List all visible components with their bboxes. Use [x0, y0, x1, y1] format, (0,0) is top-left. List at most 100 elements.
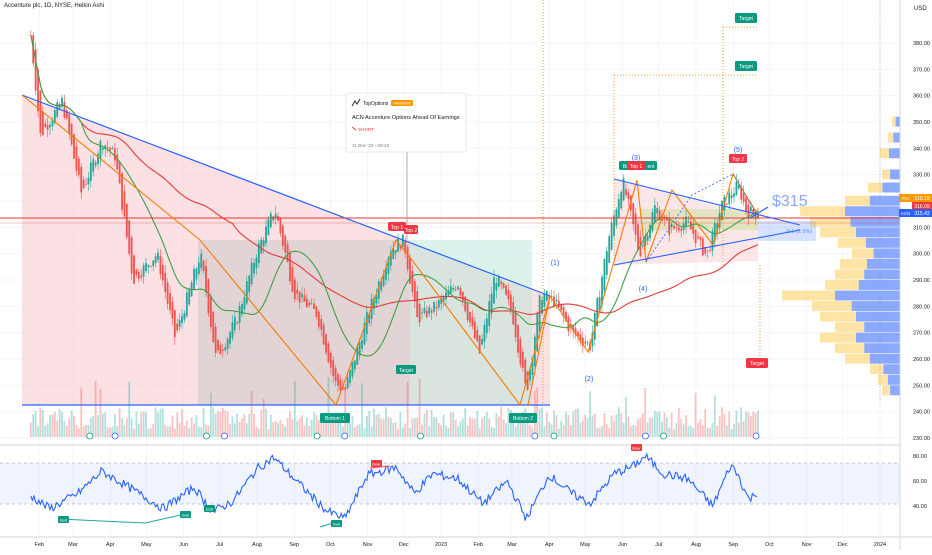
volume-bar — [137, 423, 140, 437]
target-label-mid[interactable]: Target — [735, 61, 757, 71]
event-marker-icon[interactable] — [660, 432, 667, 440]
candle-body — [370, 298, 373, 319]
volume-bar — [207, 425, 210, 437]
event-marker-icon[interactable] — [341, 432, 349, 440]
candle-body — [363, 323, 366, 345]
rsi-bull-label-2[interactable]: Bull — [180, 511, 191, 518]
volume-bar — [109, 427, 111, 437]
candle-body — [301, 293, 303, 298]
candle-body — [521, 351, 524, 368]
volume-profile-down — [878, 374, 888, 385]
volume-bar — [349, 422, 351, 437]
candle-body — [389, 251, 392, 266]
candle-body — [665, 218, 668, 221]
idea-card[interactable]: TopOptions PREMIUM ACN Accenture Options… — [345, 92, 467, 153]
volume-bar — [313, 411, 315, 437]
volume-bar — [649, 418, 651, 437]
event-marker-icon[interactable] — [111, 432, 119, 440]
volume-bar — [221, 407, 224, 437]
top-1-label-left[interactable]: Top 1 — [388, 222, 406, 231]
rsi-bull-label-4[interactable]: Bull — [331, 520, 342, 527]
candle-body — [488, 301, 491, 326]
volume-bar — [509, 409, 512, 437]
bottom-1-label[interactable]: Bottom 1 — [320, 413, 350, 423]
rsi-axis[interactable]: 80.00 60.00 40.00 — [913, 454, 927, 510]
candle-body — [221, 349, 224, 351]
volume-bar — [193, 423, 195, 437]
triangle-lower-line — [613, 229, 801, 266]
volume-bar — [665, 417, 668, 437]
event-marker-icon[interactable] — [752, 432, 760, 440]
candle-body — [327, 343, 330, 363]
event-marker-icon[interactable] — [550, 432, 558, 440]
red-moving-average-line — [30, 34, 759, 315]
candle-body — [737, 184, 740, 189]
idea-title[interactable]: ACN Accenture Options Ahead Of Earnings — [352, 115, 460, 121]
volume-profile-down — [810, 216, 851, 227]
bottom-2-label[interactable]: Bottom 2 — [509, 413, 537, 423]
volume-bar — [742, 421, 745, 437]
candle-body — [728, 192, 731, 204]
event-marker-icon[interactable] — [417, 432, 424, 440]
currency-label[interactable]: USD — [914, 6, 927, 12]
volume-bar — [370, 426, 373, 437]
volume-bar — [560, 420, 563, 437]
event-marker-icon[interactable] — [203, 432, 210, 440]
time-axis[interactable]: Feb Mar Apr May Jun Jul Aug Sep Oct Nov Dec 2023 Feb… — [35, 542, 887, 548]
volume-bar — [425, 409, 428, 437]
volume-bar — [197, 426, 200, 437]
volume-bar — [757, 410, 759, 437]
candle-body — [77, 158, 80, 176]
target-label-top[interactable]: Target — [735, 13, 757, 23]
candle-body — [425, 310, 428, 317]
volume-bar — [140, 411, 143, 437]
price-axis[interactable]: 380.00370.00360.00350.00340.00330.00320.… — [913, 41, 930, 442]
price-projection-tag: $315 — [772, 193, 808, 210]
candle-body — [411, 270, 414, 292]
volume-bar — [692, 428, 695, 437]
volume-profile-down — [892, 116, 896, 127]
rsi-bear-label-2[interactable]: Bear — [631, 444, 642, 451]
event-marker-icon[interactable] — [313, 432, 321, 440]
candle-body — [459, 287, 462, 296]
volume-bar — [531, 427, 534, 437]
candle-body — [85, 183, 87, 185]
top-1-label-right[interactable]: Top 1 — [627, 161, 645, 170]
event-marker-icon[interactable] — [86, 432, 94, 440]
volume-bar — [557, 428, 560, 437]
candle-body — [394, 250, 397, 254]
volume-bar — [365, 416, 368, 437]
candle-body — [195, 268, 198, 280]
rsi-bear-label-1[interactable]: Bear — [371, 460, 382, 467]
rsi-bull-label-1[interactable]: Bull — [58, 516, 69, 523]
event-marker-icon[interactable] — [642, 432, 649, 440]
volume-profile-up — [867, 258, 900, 269]
volume-bar — [677, 408, 680, 437]
top-2-label-left[interactable]: Top 2 — [404, 225, 418, 234]
candle-body — [41, 111, 44, 135]
volume-bar — [212, 407, 215, 437]
volume-bar — [569, 425, 572, 437]
candle-body — [572, 325, 575, 331]
candle-body — [185, 292, 188, 317]
time-tick-label: 2023 — [435, 542, 447, 548]
rsi-bull-label-3[interactable]: Bull — [204, 505, 215, 512]
volume-bar — [195, 414, 198, 437]
price-badge-tag — [899, 194, 912, 202]
target-label-left[interactable]: Target — [396, 365, 416, 374]
volume-profile-down — [845, 353, 870, 364]
candle-body — [274, 213, 277, 219]
volume-bar — [277, 423, 279, 437]
candle-body — [526, 371, 529, 390]
time-tick-label: Mar — [68, 542, 78, 548]
target-label-down[interactable]: Target — [746, 358, 768, 368]
candle-body — [562, 307, 565, 317]
top-2-label-right[interactable]: Top 2 — [729, 154, 747, 163]
event-marker-icon[interactable] — [531, 432, 539, 440]
symbol-title[interactable]: Accenture plc, 1D, NYSE, Heikin Ashi — [4, 3, 105, 9]
volume-bar — [368, 411, 371, 437]
candle-body — [113, 148, 116, 161]
event-marker-icon[interactable] — [221, 432, 228, 440]
candle-body — [229, 332, 231, 344]
